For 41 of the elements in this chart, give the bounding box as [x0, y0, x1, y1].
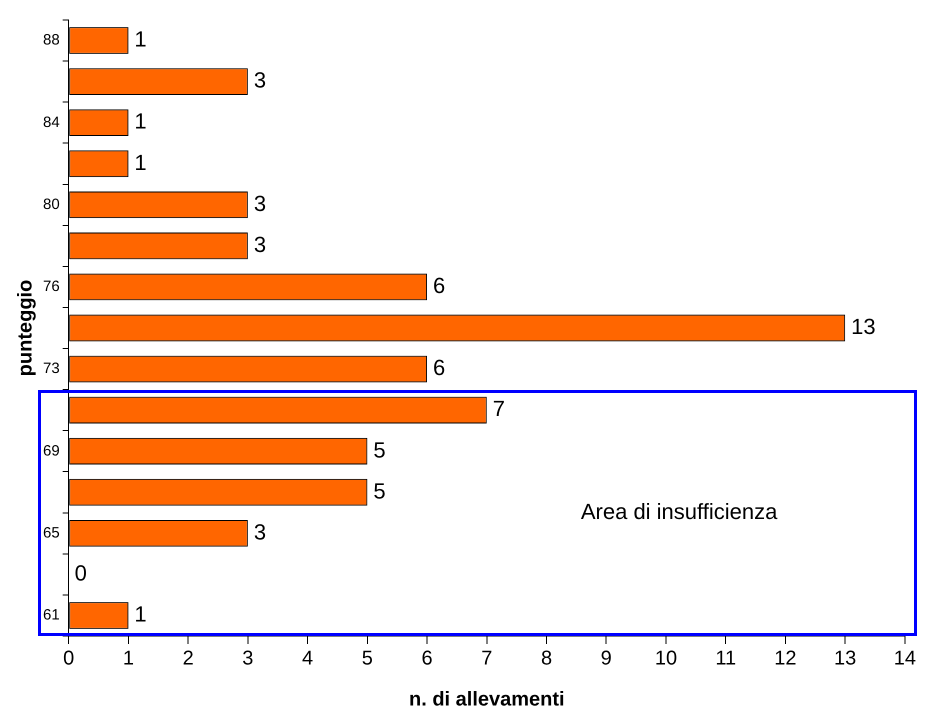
y-axis-title: punteggio [14, 280, 37, 376]
data-label: 3 [254, 190, 266, 216]
data-label: 3 [254, 519, 266, 544]
x-tick-label: 12 [774, 648, 797, 670]
x-tick-label: 6 [421, 648, 433, 670]
data-label: 3 [254, 68, 266, 93]
data-label: 6 [433, 355, 446, 380]
x-tick-label: 10 [654, 648, 678, 670]
y-tick-label: 69 [42, 442, 60, 460]
y-tick-label: 61 [42, 606, 60, 624]
y-tick-label: 88 [42, 32, 60, 49]
x-tick-label: 9 [600, 648, 612, 670]
data-label: 7 [492, 396, 506, 422]
data-label: 3 [254, 232, 266, 257]
x-tick-label: 14 [894, 648, 916, 670]
x-tick-label: 11 [715, 648, 736, 670]
data-label: 5 [373, 437, 386, 462]
x-tick-label: 0 [63, 648, 74, 670]
data-label: 13 [851, 314, 876, 340]
x-tick-label: 7 [481, 648, 492, 670]
annotation: Area di insufficienza [580, 498, 778, 524]
x-tick-label: 3 [242, 648, 254, 670]
x-axis-title: n. di allevamenti [408, 688, 565, 711]
data-label: 0 [74, 560, 87, 586]
x-tick-label: 13 [834, 648, 856, 670]
data-label: 1 [134, 150, 147, 175]
x-tick-label: 2 [182, 648, 194, 670]
data-label: 1 [134, 26, 147, 52]
x-tick-label: 4 [302, 648, 314, 670]
data-label: 5 [373, 478, 386, 504]
y-tick-label: 73 [42, 360, 60, 378]
y-tick-label: 65 [42, 524, 60, 542]
x-tick-label: 5 [362, 648, 373, 670]
y-tick-label: 80 [42, 196, 60, 213]
x-tick-label: 1 [122, 648, 134, 670]
y-tick-label: 84 [42, 114, 60, 131]
y-tick-label: 76 [42, 278, 60, 296]
data-label: 1 [134, 602, 147, 627]
x-tick-label: 8 [540, 648, 552, 670]
data-label: 1 [134, 108, 147, 134]
data-label: 6 [433, 272, 446, 298]
